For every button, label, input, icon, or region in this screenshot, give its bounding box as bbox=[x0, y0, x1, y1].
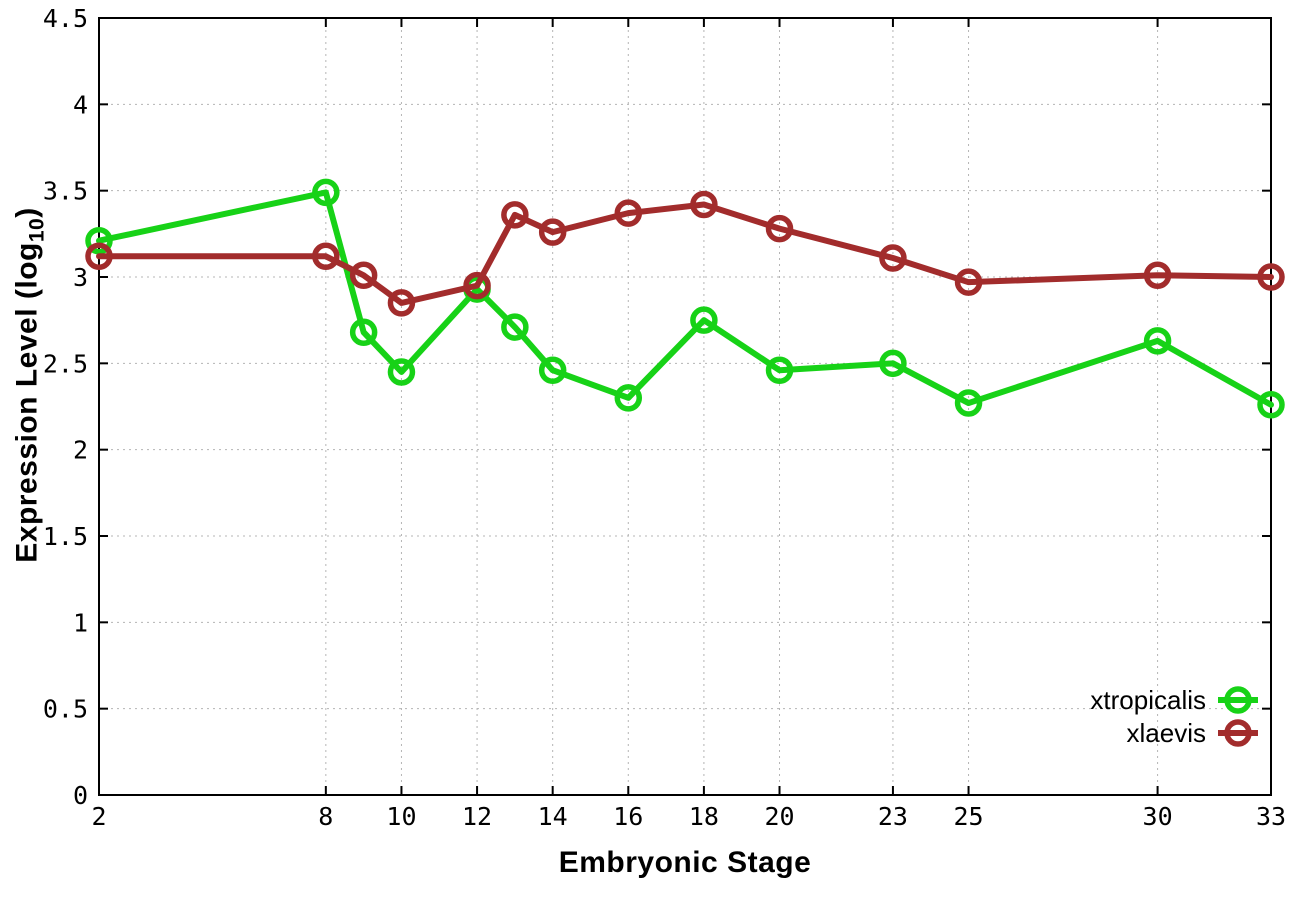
data-point-xlaevis bbox=[538, 218, 567, 246]
legend-label-xlaevis: xlaevis bbox=[1127, 718, 1206, 748]
data-point-xtropicalis bbox=[765, 356, 794, 384]
y-tick-label: 4.5 bbox=[43, 4, 88, 33]
y-axis-title-subscript: 10 bbox=[25, 217, 49, 243]
data-point-xlaevis bbox=[387, 289, 416, 317]
series-line-xlaevis bbox=[96, 201, 1274, 306]
x-tick-label: 23 bbox=[878, 802, 908, 831]
data-point-xtropicalis bbox=[879, 349, 907, 378]
data-point-xlaevis bbox=[349, 261, 378, 290]
data-point-xtropicalis bbox=[538, 356, 567, 384]
y-tick-label: 1.5 bbox=[43, 522, 88, 551]
data-point-xtropicalis bbox=[349, 318, 378, 347]
data-point-xlaevis bbox=[1257, 263, 1285, 291]
data-point-xlaevis bbox=[765, 214, 794, 243]
y-tick-label: 3.5 bbox=[43, 177, 88, 206]
data-point-xlaevis bbox=[690, 190, 718, 219]
y-tick-label: 2.5 bbox=[43, 349, 88, 378]
y-axis-title-close: ) bbox=[10, 207, 44, 218]
data-point-xlaevis bbox=[312, 242, 340, 271]
x-tick-label: 8 bbox=[318, 802, 333, 831]
data-point-xlaevis bbox=[85, 242, 113, 271]
y-axis-title-text: Expression Level (log bbox=[10, 242, 44, 563]
data-point-xtropicalis bbox=[312, 178, 340, 207]
data-point-xtropicalis bbox=[1143, 327, 1172, 355]
x-tick-label: 12 bbox=[462, 802, 492, 831]
x-tick-label: 18 bbox=[689, 802, 719, 831]
legend-sample-marker-xlaevis bbox=[1224, 719, 1252, 747]
x-tick-label: 30 bbox=[1143, 802, 1173, 831]
data-point-xlaevis bbox=[879, 244, 907, 272]
data-point-xlaevis bbox=[501, 201, 529, 229]
y-tick-label: 0 bbox=[73, 781, 88, 810]
x-tick-label: 10 bbox=[386, 802, 416, 831]
data-point-xtropicalis bbox=[1257, 391, 1285, 419]
data-point-xlaevis bbox=[954, 268, 983, 296]
y-axis-title: Expression Level (log10) bbox=[11, 207, 50, 562]
legend-sample-marker-xtropicalis bbox=[1224, 686, 1252, 714]
x-tick-label: 33 bbox=[1256, 802, 1286, 831]
y-tick-label: 2 bbox=[73, 436, 88, 465]
y-tick-label: 4 bbox=[73, 90, 88, 119]
x-axis-title: Embryonic Stage bbox=[558, 846, 812, 879]
y-tick-label: 3 bbox=[73, 263, 88, 292]
data-point-xlaevis bbox=[463, 271, 491, 300]
x-tick-label: 25 bbox=[953, 802, 983, 831]
data-point-xtropicalis bbox=[387, 358, 416, 386]
data-point-xtropicalis bbox=[690, 306, 718, 334]
x-tick-label: 20 bbox=[764, 802, 794, 831]
data-point-xtropicalis bbox=[501, 313, 529, 341]
y-tick-label: 1 bbox=[73, 608, 88, 637]
x-tick-label: 16 bbox=[613, 802, 643, 831]
data-point-xlaevis bbox=[614, 199, 643, 227]
data-point-xlaevis bbox=[1143, 261, 1172, 290]
plot-border bbox=[98, 17, 1272, 796]
x-tick-label: 2 bbox=[91, 802, 106, 831]
x-tick-label: 14 bbox=[538, 802, 568, 831]
legend-label-xtropicalis: xtropicalis bbox=[1090, 685, 1206, 715]
y-tick-label: 0.5 bbox=[43, 695, 88, 724]
data-point-xtropicalis bbox=[954, 389, 983, 417]
data-point-xtropicalis bbox=[614, 384, 643, 412]
data-point-xtropicalis bbox=[85, 226, 113, 255]
series-line-xtropicalis bbox=[96, 189, 1274, 408]
